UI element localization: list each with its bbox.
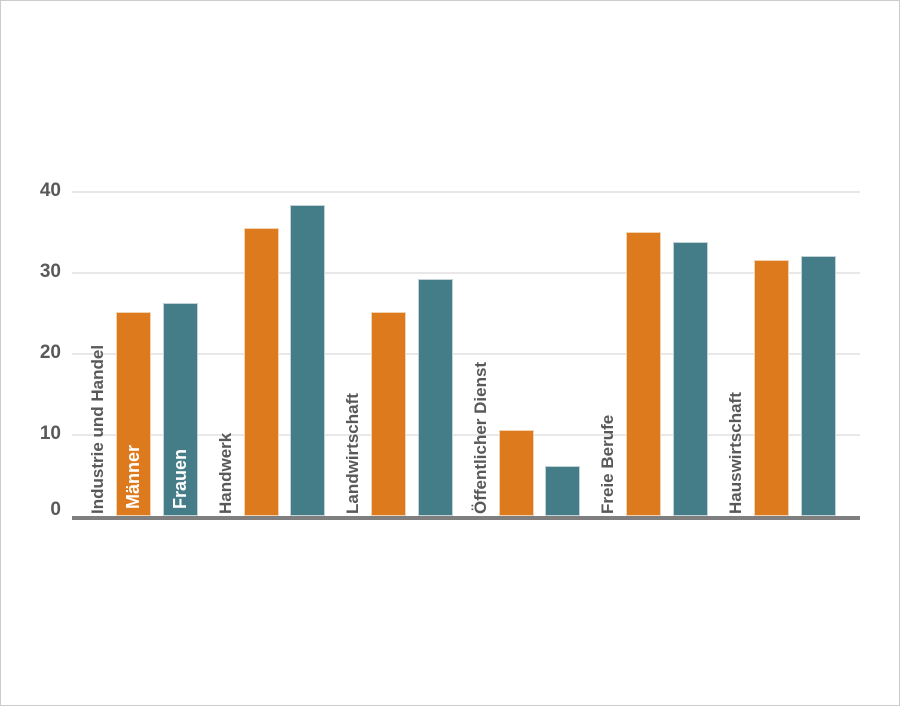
gridline-40 — [72, 191, 860, 193]
bar-maenner-freie-berufe — [626, 231, 662, 516]
bar-maenner-industrie-und-handel — [116, 311, 151, 516]
bar-frauen-freie-berufe — [672, 242, 708, 516]
series-label-maenner: Männer — [123, 444, 143, 509]
bar-maenner-landwirtschaft — [371, 311, 407, 516]
bar-frauen-landwirtschaft — [417, 279, 453, 516]
gridline-10 — [72, 434, 860, 436]
y-axis-tick-label-30: 30 — [39, 261, 61, 282]
y-axis-tick-label-20: 20 — [39, 342, 61, 363]
category-label-freie-berufe: Freie Berufe — [598, 414, 618, 514]
series-label-frauen: Frauen — [169, 448, 190, 509]
bar-frauen-handwerk — [290, 204, 326, 516]
bar-maenner-hauswirtschaft — [754, 260, 789, 516]
category-label-handwerk: Handwerk — [215, 432, 235, 514]
category-label-industrie-und-handel: Industrie und Handel — [88, 344, 107, 514]
bar-frauen-hauswirtschaft — [800, 255, 836, 516]
bar-maenner-handwerk — [243, 227, 279, 516]
gridline-30 — [72, 272, 860, 274]
bar-maenner-oeffentlicher-dienst — [498, 430, 534, 516]
y-axis-tick-label-40: 40 — [39, 180, 61, 201]
bar-frauen-oeffentlicher-dienst — [545, 465, 581, 516]
category-label-landwirtschaft: Landwirtschaft — [343, 393, 363, 514]
x-axis-line — [72, 516, 860, 520]
category-label-oeffentlicher-dienst: Öffentlicher Dienst — [470, 361, 490, 514]
category-label-hauswirtschaft: Hauswirtschaft — [726, 392, 745, 514]
bar-frauen-industrie-und-handel — [162, 302, 198, 516]
y-axis-tick-label-0: 0 — [50, 498, 61, 520]
y-axis-tick-label-10: 10 — [39, 423, 61, 444]
gridline-20 — [72, 353, 860, 355]
